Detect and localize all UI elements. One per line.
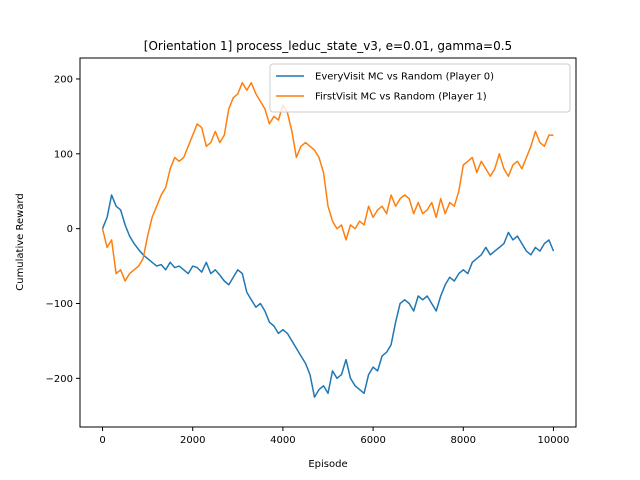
x-tick-label: 2000 <box>180 435 205 446</box>
x-axis: 0 2000 4000 6000 8000 10000 <box>99 427 569 446</box>
x-tick-label: 4000 <box>270 435 295 446</box>
plot-frame <box>79 57 577 428</box>
y-tick-label: 200 <box>54 74 73 85</box>
legend-label-0: EveryVisit MC vs Random (Player 0) <box>315 72 494 83</box>
legend-label-1: FirstVisit MC vs Random (Player 1) <box>315 92 487 103</box>
x-tick-label: 8000 <box>451 435 476 446</box>
x-axis-label: Episode <box>308 459 347 470</box>
x-tick-label: 10000 <box>538 435 570 446</box>
y-tick-label: 100 <box>54 149 73 160</box>
series-layer <box>101 81 555 398</box>
plot-area <box>80 58 576 427</box>
x-tick-label: 6000 <box>360 435 385 446</box>
x-tick-label: 0 <box>99 435 105 446</box>
y-axis: −200 −100 0 100 200 <box>46 74 80 385</box>
series-line-1 <box>101 81 554 282</box>
y-axis-label: Cumulative Reward <box>15 193 26 291</box>
y-tick-label: −200 <box>46 374 73 385</box>
series-line-0 <box>101 194 555 398</box>
chart-title: [Orientation 1] process_leduc_state_v3, … <box>144 39 512 53</box>
legend: EveryVisit MC vs Random (Player 0) FirstV… <box>269 63 571 113</box>
y-tick-label: −100 <box>46 299 73 310</box>
y-tick-label: 0 <box>67 224 73 235</box>
legend-box <box>269 63 571 113</box>
